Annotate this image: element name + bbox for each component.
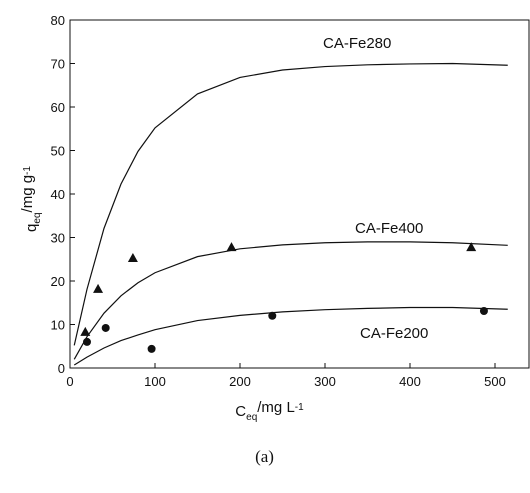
x-axis-label: Ceq/mg L-1 [235, 399, 304, 423]
x-tick-label: 300 [314, 374, 336, 389]
fit-line [73, 306, 508, 366]
circle-point [147, 344, 156, 353]
axis-label-part: eq [246, 412, 257, 423]
triangle-point [127, 252, 138, 262]
triangle-point [466, 242, 477, 252]
y-tick-label: 20 [51, 274, 65, 289]
x-tick-label: 400 [399, 374, 421, 389]
series-label: CA-Fe200 [360, 325, 428, 342]
axis-label-part: C [235, 403, 246, 420]
y-tick-label: 30 [51, 231, 65, 246]
fit-line [73, 62, 508, 346]
triangle-point [80, 326, 91, 336]
circle-point [479, 307, 488, 316]
plot-frame [69, 19, 530, 369]
y-tick-label: 0 [58, 361, 65, 376]
series-label: CA-Fe400 [355, 220, 423, 237]
x-tick-label: 200 [229, 374, 251, 389]
axis-label-part: /mg L [257, 399, 295, 416]
x-tick-label: 0 [66, 374, 73, 389]
triangle-point [226, 242, 237, 252]
y-tick-label: 10 [51, 318, 65, 333]
axis-label-part: eq [32, 212, 43, 223]
series-label: CA-Fe280 [323, 35, 391, 52]
triangle-point [93, 283, 104, 293]
axis-label-part: -1 [22, 166, 33, 175]
x-tick-label: 500 [484, 374, 506, 389]
circle-point [268, 311, 277, 320]
axis-label-part: q [23, 224, 40, 232]
x-tick-label: 100 [144, 374, 166, 389]
y-tick-label: 40 [51, 187, 65, 202]
y-tick-label: 70 [51, 57, 65, 72]
caption: (a) [255, 447, 274, 466]
axis-label-part: /mg g [19, 175, 36, 213]
fit-line [73, 241, 508, 360]
y-tick-label: 60 [51, 100, 65, 115]
y-tick-label: 80 [51, 13, 65, 28]
axis-label-part: -1 [295, 402, 304, 413]
circle-point [83, 337, 91, 346]
y-axis-label: qeq/mg g-1 [19, 166, 43, 232]
y-tick-label: 50 [51, 144, 65, 159]
circle-point [101, 323, 110, 332]
